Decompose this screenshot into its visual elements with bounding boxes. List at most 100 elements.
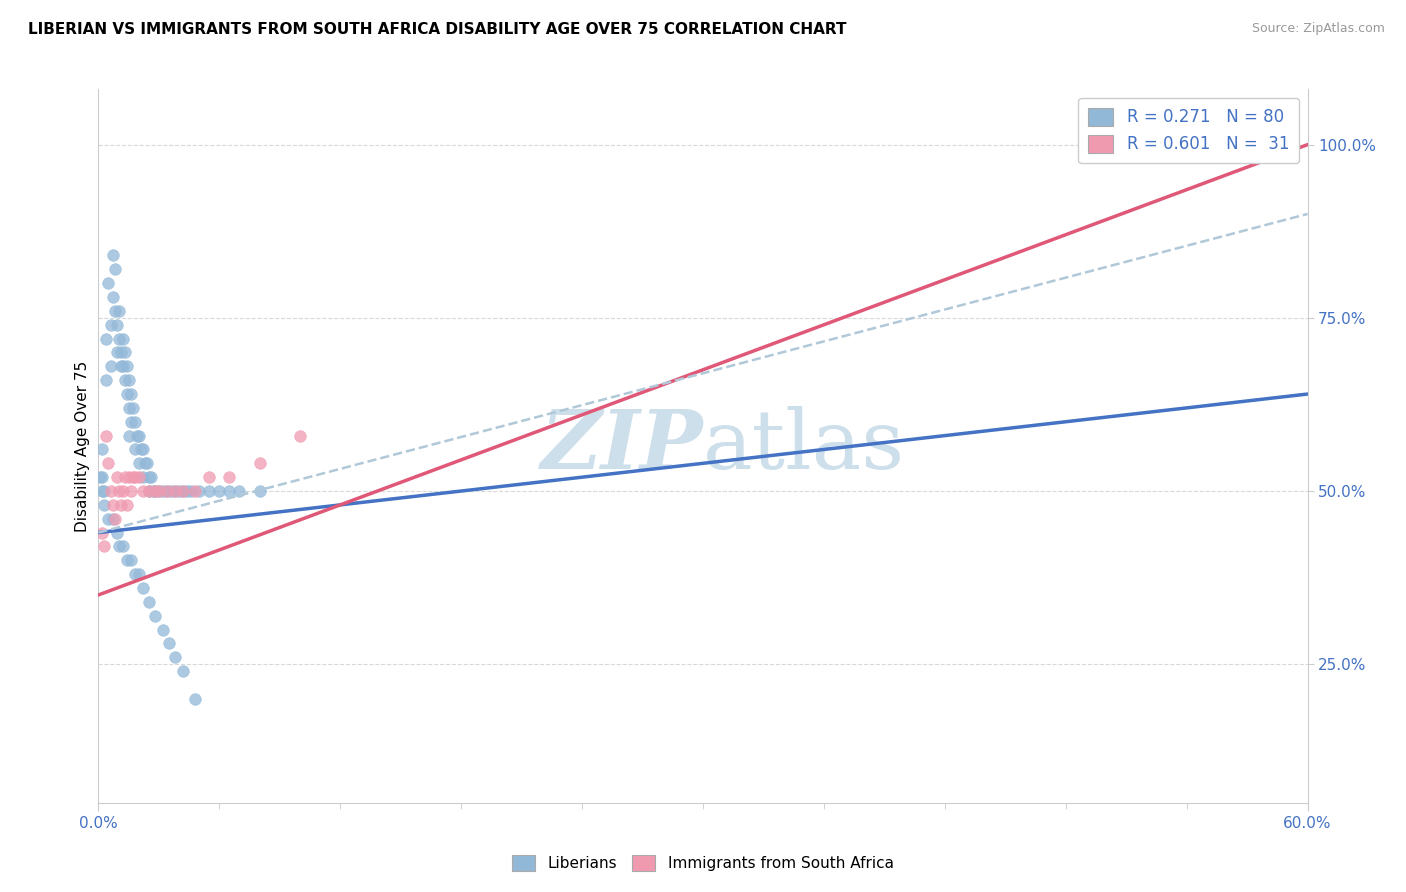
Point	[152, 483, 174, 498]
Point	[91, 442, 114, 457]
Point	[132, 581, 155, 595]
Point	[163, 650, 186, 665]
Point	[228, 483, 250, 498]
Point	[100, 359, 122, 374]
Point	[218, 483, 240, 498]
Point	[148, 483, 170, 498]
Point	[115, 359, 138, 374]
Point	[96, 332, 118, 346]
Point	[249, 483, 271, 498]
Point	[198, 470, 221, 484]
Point	[107, 483, 129, 498]
Point	[110, 498, 132, 512]
Point	[157, 636, 180, 650]
Point	[96, 373, 118, 387]
Point	[138, 483, 160, 498]
Point	[156, 483, 179, 498]
Text: Source: ZipAtlas.com: Source: ZipAtlas.com	[1251, 22, 1385, 36]
Point	[132, 442, 155, 457]
Point	[135, 456, 157, 470]
Point	[120, 553, 142, 567]
Point	[121, 470, 143, 484]
Y-axis label: Disability Age Over 75: Disability Age Over 75	[75, 360, 90, 532]
Point	[93, 540, 115, 554]
Point	[103, 304, 125, 318]
Text: ZIP: ZIP	[540, 406, 703, 486]
Point	[139, 470, 162, 484]
Point	[96, 428, 118, 442]
Point	[105, 318, 128, 332]
Point	[143, 483, 166, 498]
Point	[180, 483, 202, 498]
Point	[288, 428, 311, 442]
Point	[172, 483, 194, 498]
Point	[91, 470, 114, 484]
Point	[110, 345, 132, 359]
Point	[111, 359, 134, 374]
Point	[138, 483, 160, 498]
Point	[120, 387, 142, 401]
Point	[107, 540, 129, 554]
Point	[138, 595, 160, 609]
Point	[110, 359, 132, 374]
Point	[111, 332, 134, 346]
Point	[89, 470, 111, 484]
Point	[93, 483, 115, 498]
Point	[93, 498, 115, 512]
Point	[124, 567, 146, 582]
Text: LIBERIAN VS IMMIGRANTS FROM SOUTH AFRICA DISABILITY AGE OVER 75 CORRELATION CHAR: LIBERIAN VS IMMIGRANTS FROM SOUTH AFRICA…	[28, 22, 846, 37]
Point	[152, 623, 174, 637]
Point	[188, 483, 211, 498]
Point	[128, 470, 150, 484]
Point	[107, 304, 129, 318]
Point	[148, 483, 170, 498]
Point	[124, 415, 146, 429]
Point	[160, 483, 183, 498]
Point	[249, 456, 271, 470]
Point	[91, 483, 114, 498]
Point	[118, 470, 141, 484]
Point	[118, 401, 141, 415]
Point	[124, 442, 146, 457]
Point	[105, 345, 128, 359]
Point	[105, 525, 128, 540]
Point	[167, 483, 190, 498]
Point	[103, 512, 125, 526]
Point	[120, 415, 142, 429]
Point	[114, 470, 136, 484]
Legend: Liberians, Immigrants from South Africa: Liberians, Immigrants from South Africa	[506, 849, 900, 877]
Point	[114, 345, 136, 359]
Point	[115, 498, 138, 512]
Point	[128, 428, 150, 442]
Point	[132, 470, 155, 484]
Point	[1175, 124, 1198, 138]
Point	[114, 373, 136, 387]
Point	[156, 483, 179, 498]
Point	[163, 483, 186, 498]
Point	[115, 553, 138, 567]
Point	[208, 483, 231, 498]
Point	[142, 483, 165, 498]
Point	[107, 332, 129, 346]
Point	[125, 428, 148, 442]
Point	[172, 483, 194, 498]
Point	[163, 483, 186, 498]
Point	[101, 512, 124, 526]
Point	[101, 290, 124, 304]
Point	[128, 567, 150, 582]
Point	[103, 262, 125, 277]
Point	[124, 470, 146, 484]
Point	[132, 483, 155, 498]
Point	[100, 483, 122, 498]
Point	[118, 428, 141, 442]
Point	[101, 248, 124, 262]
Point	[218, 470, 240, 484]
Point	[134, 456, 156, 470]
Point	[118, 373, 141, 387]
Point	[91, 525, 114, 540]
Point	[184, 483, 207, 498]
Point	[121, 401, 143, 415]
Point	[184, 691, 207, 706]
Point	[129, 442, 152, 457]
Point	[105, 470, 128, 484]
